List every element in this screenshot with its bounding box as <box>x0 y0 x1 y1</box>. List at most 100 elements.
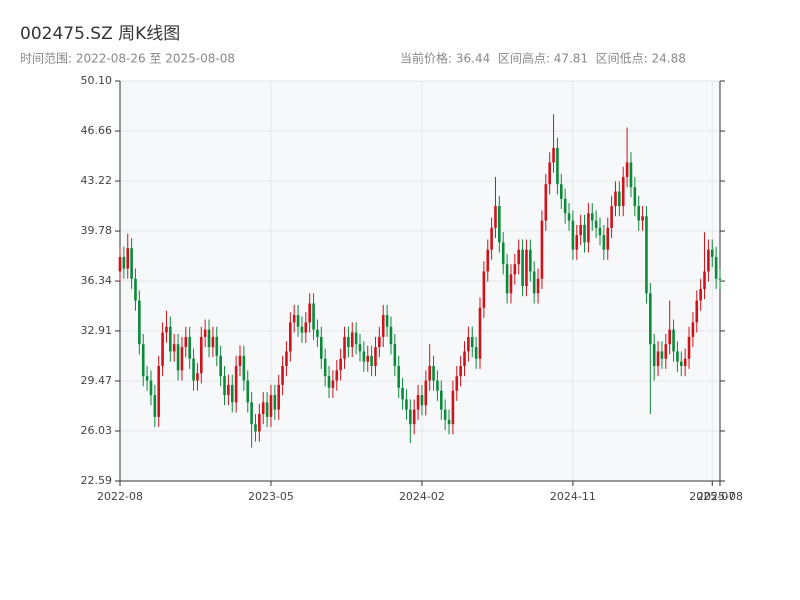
candle-body <box>498 206 501 243</box>
candle-body <box>540 220 544 279</box>
candle-body <box>316 329 319 337</box>
candle-body <box>265 402 269 417</box>
candle-body <box>645 216 648 294</box>
candle-body <box>161 332 164 366</box>
y-tick-label: 39.78 <box>81 224 113 237</box>
candle-body <box>227 384 230 396</box>
candle-body <box>559 184 563 199</box>
candle-body <box>323 358 327 377</box>
candle-body <box>641 216 644 221</box>
candle-body <box>610 206 613 228</box>
candle-body <box>467 336 470 352</box>
candle-body <box>474 347 478 359</box>
candle-body <box>587 213 590 243</box>
candle-body <box>118 256 122 272</box>
candle-body <box>649 293 652 345</box>
candle-body <box>211 336 215 348</box>
candle-body <box>261 402 265 414</box>
candle-body <box>424 380 428 406</box>
x-tick-label: 2025-08 <box>697 490 743 503</box>
candle-body <box>141 344 145 377</box>
candle-body <box>679 361 683 366</box>
candle-body <box>579 224 582 236</box>
candle-body <box>443 409 447 420</box>
candle-body <box>331 380 335 388</box>
candle-body <box>532 271 536 294</box>
candle-body <box>552 147 555 163</box>
candle-body <box>494 206 497 228</box>
candle-body <box>536 278 540 294</box>
candle-body <box>687 336 691 359</box>
candle-body <box>292 315 296 323</box>
candle-body <box>625 162 629 177</box>
candle-body <box>327 376 331 388</box>
candle-body <box>269 395 273 417</box>
candle-body <box>207 329 211 348</box>
x-tick-label: 2025-07 <box>689 490 735 503</box>
candle-body <box>409 409 412 425</box>
candle-body <box>455 376 459 391</box>
candle-body <box>668 329 671 345</box>
candle-body <box>718 278 722 280</box>
candle-body <box>618 191 621 207</box>
candle-body <box>238 355 242 366</box>
candle-body <box>672 329 675 352</box>
y-tick-label: 36.34 <box>81 274 113 287</box>
candle-body <box>250 402 253 425</box>
candle-body <box>374 347 377 366</box>
candle-body <box>188 336 191 359</box>
candle-body <box>621 176 625 207</box>
candle-body <box>432 365 435 381</box>
candle-body <box>285 351 288 366</box>
candle-body <box>347 336 350 348</box>
candle-body <box>354 332 358 345</box>
candle-body <box>300 326 304 333</box>
candle-body <box>594 220 598 228</box>
candle-body <box>660 351 664 359</box>
candle-body <box>122 256 126 269</box>
candle-body <box>629 162 633 188</box>
candle-body <box>234 365 238 403</box>
candle-body <box>486 249 490 272</box>
candle-body <box>501 242 505 265</box>
x-tick-label: 2023-05 <box>248 490 294 503</box>
candle-body <box>196 373 199 381</box>
candle-body <box>556 147 559 185</box>
candle-body <box>676 351 679 362</box>
candle-body <box>459 365 462 377</box>
x-tick-label: 2022-08 <box>97 490 143 503</box>
candle-body <box>273 395 277 410</box>
candle-body <box>590 213 594 221</box>
candle-body <box>563 198 567 214</box>
y-tick-label: 26.03 <box>81 424 113 437</box>
candle-body <box>583 224 586 243</box>
candle-body <box>714 256 718 279</box>
candle-body <box>335 370 339 381</box>
candle-body <box>203 329 207 337</box>
candle-body <box>412 409 416 425</box>
candle-body <box>513 264 517 275</box>
candle-body <box>695 300 699 323</box>
stats: 当前价格: 36.44 区间高点: 47.81 区间低点: 24.88 <box>400 51 686 66</box>
candle-body <box>656 351 660 366</box>
candle-body <box>470 336 474 348</box>
candle-body <box>184 336 188 348</box>
candle-body <box>339 358 342 371</box>
candle-body <box>385 315 389 327</box>
candle-body <box>157 365 161 417</box>
candle-body <box>509 274 513 294</box>
candle-body <box>614 191 617 207</box>
candle-body <box>381 315 385 337</box>
candle-body <box>138 300 141 345</box>
candle-body <box>602 235 606 250</box>
y-tick-label: 22.59 <box>81 474 113 487</box>
candle-body <box>478 307 482 359</box>
candle-body <box>230 384 234 403</box>
candle-body <box>529 249 532 272</box>
candle-body <box>172 344 176 352</box>
candle-body <box>575 235 579 250</box>
y-tick-label: 43.22 <box>81 174 113 187</box>
x-tick-label: 2024-11 <box>550 490 596 503</box>
